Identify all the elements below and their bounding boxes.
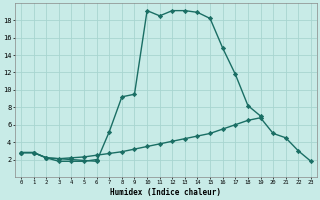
X-axis label: Humidex (Indice chaleur): Humidex (Indice chaleur)	[110, 188, 221, 197]
